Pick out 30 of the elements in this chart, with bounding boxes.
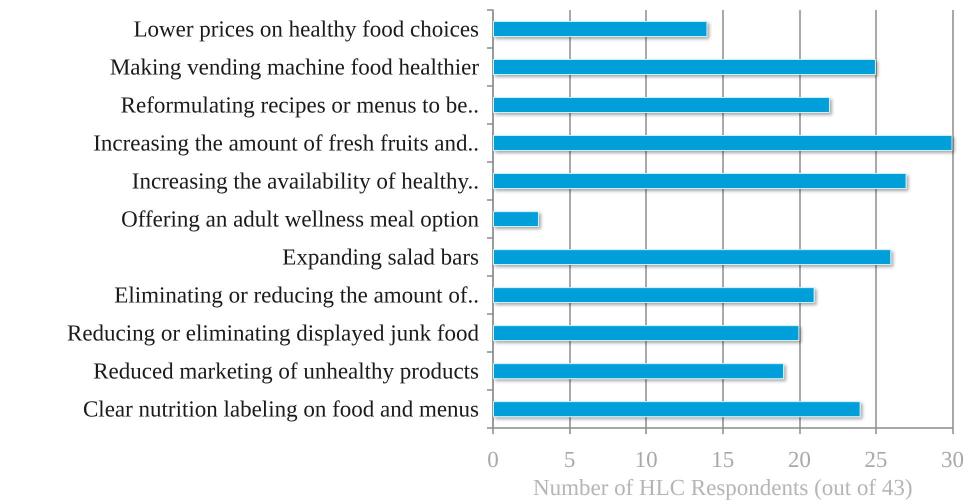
bar: [493, 97, 830, 114]
bar: [493, 401, 861, 418]
y-tick-label: Expanding salad bars: [282, 244, 480, 270]
bar: [493, 287, 815, 304]
bar: [493, 249, 892, 266]
x-tick-label: 20: [788, 447, 811, 472]
bar: [493, 135, 952, 152]
x-tick-label: 0: [487, 447, 499, 472]
x-tick-label: 15: [711, 447, 734, 472]
y-tick-label: Eliminating or reducing the amount of..: [114, 282, 479, 308]
x-tick-label: 25: [864, 447, 888, 472]
y-tick-label: Lower prices on healthy food choices: [133, 16, 480, 42]
y-tick-label: Increasing the availability of healthy..: [132, 168, 479, 194]
bar: [493, 21, 708, 37]
bar: [493, 173, 907, 190]
y-tick-label: Reducing or eliminating displayed junk food: [66, 320, 480, 346]
y-tick-label: Offering an adult wellness meal option: [121, 206, 480, 232]
y-tick-label: Clear nutrition labeling on food and menus: [82, 396, 480, 422]
x-axis-title: Number of HLC Respondents (out of 43): [533, 475, 912, 500]
bar: [493, 363, 784, 380]
bar: [493, 59, 876, 75]
y-tick-label: Reduced marketing of unhealthy products: [93, 358, 480, 384]
y-tick-label: Increasing the amount of fresh fruits and..: [93, 130, 479, 156]
x-tick-label: 5: [564, 447, 576, 472]
bar: [493, 325, 800, 342]
y-tick-label: Reformulating recipes or menus to be..: [120, 92, 479, 118]
x-tick-label: 30: [941, 447, 964, 472]
y-tick-label: Making vending machine food healthier: [110, 54, 480, 80]
bar: [493, 211, 539, 228]
x-tick-label: 10: [634, 447, 658, 472]
